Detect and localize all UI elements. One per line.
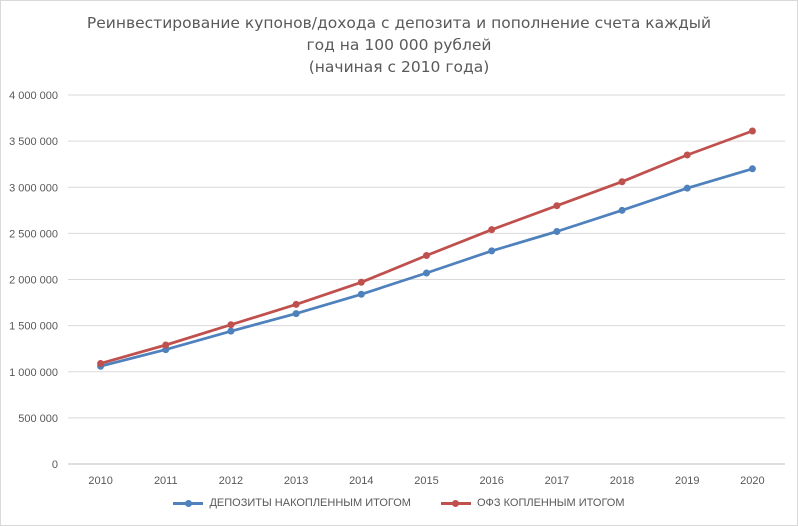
series-lines <box>99 129 754 368</box>
x-tick-label: 2011 <box>154 475 178 487</box>
y-axis-tick-labels: 0 500 000 1 000 000 1 500 000 2 000 000 2 500… <box>9 90 58 471</box>
series-points <box>97 127 756 370</box>
x-tick-label: 2012 <box>219 475 243 487</box>
data-point <box>618 206 626 214</box>
legend: ДЕПОЗИТЫ НАКОПЛЕННЫМ ИТОГОМ ОФЗ КОПЛЕННЫ… <box>0 497 798 509</box>
legend-label-deposits: ДЕПОЗИТЫ НАКОПЛЕННЫМ ИТОГОМ <box>209 497 411 509</box>
series-line-1 <box>99 129 754 365</box>
chart-title-line-3: (начиная с 2010 года) <box>308 58 490 76</box>
legend-label-ofz: ОФЗ КОПЛЕННЫМ ИТОГОМ <box>476 497 625 509</box>
y-tick-label: 1 500 000 <box>9 321 58 333</box>
series-line-0 <box>99 167 754 368</box>
data-point <box>357 290 365 298</box>
y-tick-label: 1 000 000 <box>9 367 58 379</box>
x-tick-label: 2015 <box>414 475 438 487</box>
legend-marker-deposits <box>173 498 204 508</box>
data-point <box>748 127 756 135</box>
chart-title-line-2: год на 100 000 рублей <box>306 36 492 54</box>
data-point <box>488 247 496 255</box>
y-tick-label: 2 000 000 <box>9 275 58 287</box>
data-point <box>227 327 235 335</box>
y-tick-label: 0 <box>52 459 58 471</box>
x-tick-label: 2016 <box>479 475 503 487</box>
x-axis-tick-labels: 2010 2011 2012 2013 2014 2015 2016 2017 2018 2019… <box>88 475 764 487</box>
x-tick-label: 2013 <box>284 475 308 487</box>
x-tick-label: 2019 <box>675 475 699 487</box>
data-point <box>683 151 691 159</box>
x-tick-label: 2017 <box>545 475 569 487</box>
x-tick-label: 2020 <box>740 475 764 487</box>
gridlines <box>68 94 785 465</box>
legend-marker-ofz <box>440 498 471 508</box>
y-tick-label: 3 000 000 <box>9 182 58 194</box>
data-point <box>488 226 496 234</box>
x-tick-label: 2014 <box>349 475 373 487</box>
legend-item-ofz: ОФЗ КОПЛЕННЫМ ИТОГОМ <box>440 497 625 509</box>
data-point <box>292 310 300 318</box>
y-tick-label: 3 500 000 <box>9 136 58 148</box>
data-point <box>618 178 626 186</box>
data-point <box>748 165 756 173</box>
chart-title: Реинвестирование купонов/дохода с депози… <box>0 12 798 78</box>
y-tick-label: 2 500 000 <box>9 228 58 240</box>
x-tick-label: 2010 <box>88 475 112 487</box>
data-point <box>292 300 300 308</box>
data-point <box>162 341 170 349</box>
data-point <box>227 321 235 329</box>
data-point <box>357 278 365 286</box>
data-point <box>423 269 430 277</box>
data-point <box>683 184 691 192</box>
x-tick-label: 2018 <box>610 475 634 487</box>
chart-title-line-1: Реинвестирование купонов/дохода с депози… <box>86 14 712 32</box>
data-point <box>97 359 105 367</box>
y-tick-label: 4 000 000 <box>9 90 58 102</box>
data-point <box>553 202 561 210</box>
y-tick-label: 500 000 <box>18 413 58 425</box>
data-point <box>553 228 561 236</box>
data-point <box>423 252 430 260</box>
legend-item-deposits: ДЕПОЗИТЫ НАКОПЛЕННЫМ ИТОГОМ <box>173 497 411 509</box>
